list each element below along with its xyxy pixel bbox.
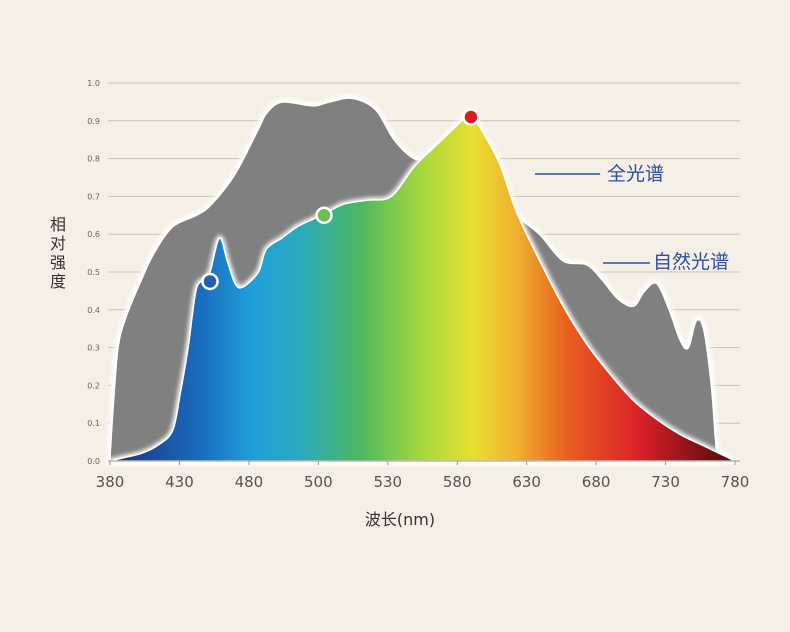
x-tick-label: 480 [235,473,264,491]
full-spectrum-area [109,110,737,464]
x-tick-label: 430 [165,473,194,491]
x-axis-label: 波长(nm) [365,510,435,529]
y-tick-label: 1.0 [87,79,100,88]
y-tick-label: 0.4 [87,306,100,315]
x-tick-label: 580 [443,473,472,491]
x-axis-ticks: 380 430 480 500 530 580 630 680 730 780 [96,461,750,491]
y-tick-label: 0.2 [87,381,100,390]
y-tick-label: 0.8 [87,155,100,164]
y-tick-label: 0.6 [87,230,100,239]
x-tick-label: 730 [651,473,680,491]
x-tick-label: 380 [96,473,125,491]
y-tick-label: 0.9 [87,117,100,126]
y-tick-label: 0.1 [87,419,100,428]
y-tick-label: 0.5 [87,268,100,277]
spectrum-marker-dot [315,206,333,225]
legend-label-natural-spectrum: 自然光谱 [653,251,729,273]
y-tick-label: 0.0 [87,457,100,466]
legend-label-full-spectrum: 全光谱 [607,163,664,185]
y-axis-ticks: 0.0 0.1 0.2 0.3 0.4 0.5 0.6 0.7 0.8 0.9 1.0 [87,79,100,466]
x-tick-label: 500 [304,473,333,491]
legend-natural-spectrum: 自然光谱 [603,251,729,273]
spectrum-markers [201,108,480,291]
x-tick-label: 530 [373,473,402,491]
spectrum-marker-dot [462,108,480,126]
y-tick-label: 0.7 [87,192,100,201]
x-tick-label: 680 [582,473,611,491]
x-tick-label: 780 [721,473,750,491]
y-axis-label: 相对强度 [50,215,66,291]
full-spectrum-shape [109,111,736,462]
x-tick-label: 630 [512,473,541,491]
spectrum-marker-dot [201,272,219,291]
legend-full-spectrum: 全光谱 [535,163,664,185]
y-tick-label: 0.3 [87,344,100,353]
